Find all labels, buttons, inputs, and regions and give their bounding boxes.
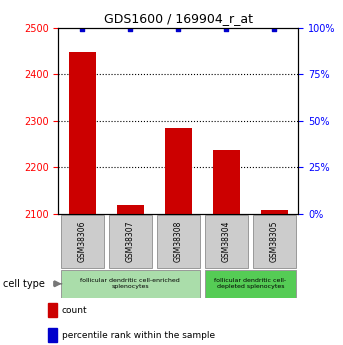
Point — [128, 27, 133, 32]
Text: GSM38308: GSM38308 — [174, 221, 183, 262]
FancyBboxPatch shape — [61, 270, 200, 297]
FancyBboxPatch shape — [205, 270, 296, 297]
Text: count: count — [62, 306, 87, 315]
Text: GSM38305: GSM38305 — [270, 221, 279, 262]
Text: percentile rank within the sample: percentile rank within the sample — [62, 331, 215, 339]
Text: cell type: cell type — [3, 279, 45, 289]
Point — [80, 27, 85, 32]
Bar — [261, 210, 288, 214]
Text: GSM38306: GSM38306 — [78, 221, 87, 262]
Text: GSM38307: GSM38307 — [126, 221, 135, 262]
Bar — [48, 328, 57, 342]
FancyBboxPatch shape — [109, 215, 152, 268]
Text: GSM38304: GSM38304 — [222, 221, 231, 262]
Bar — [213, 150, 240, 214]
Bar — [165, 128, 192, 214]
Title: GDS1600 / 169904_r_at: GDS1600 / 169904_r_at — [104, 12, 253, 25]
Text: follicular dendritic cell-
depleted splenocytes: follicular dendritic cell- depleted sple… — [214, 278, 286, 289]
Point — [176, 27, 181, 32]
Bar — [69, 52, 96, 214]
FancyBboxPatch shape — [253, 215, 296, 268]
Bar — [48, 303, 57, 317]
FancyBboxPatch shape — [205, 215, 248, 268]
Bar — [117, 205, 143, 214]
FancyBboxPatch shape — [61, 215, 104, 268]
Point — [272, 27, 277, 32]
FancyBboxPatch shape — [157, 215, 200, 268]
Point — [224, 27, 229, 32]
Text: follicular dendritic cell-enriched
splenocytes: follicular dendritic cell-enriched splen… — [81, 278, 180, 289]
